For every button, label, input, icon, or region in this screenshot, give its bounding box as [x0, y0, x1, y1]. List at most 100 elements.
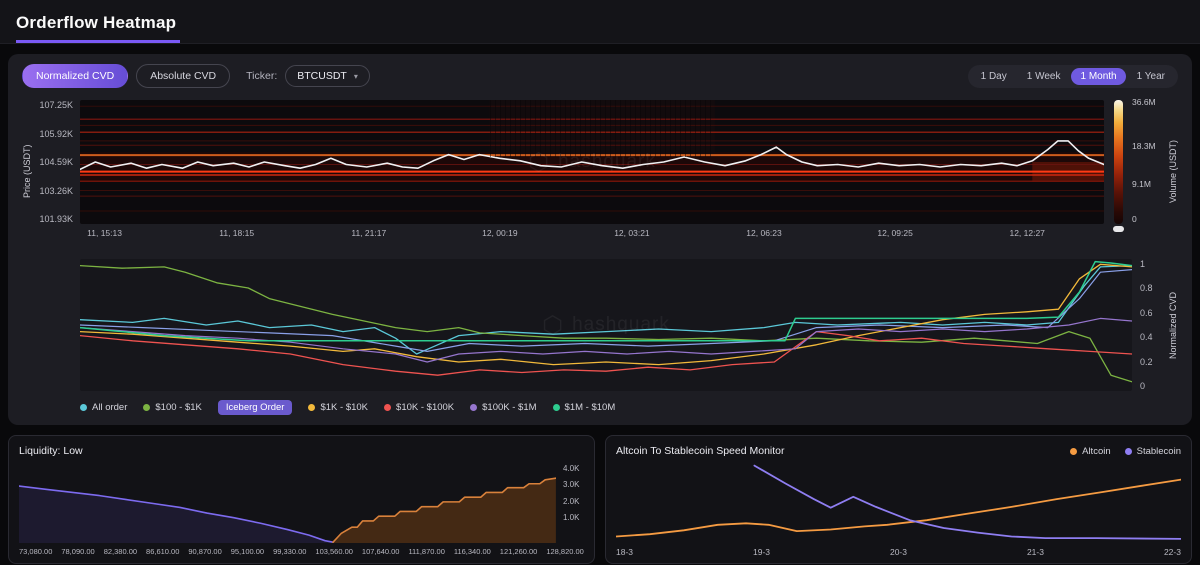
- heatmap-section: Price (USDT) 107.25K 105.92K 104.59K 103.26…: [20, 97, 1180, 243]
- series-1k-10k: [80, 264, 1132, 364]
- series-stablecoin: [754, 466, 1181, 539]
- series-price: [80, 141, 1104, 170]
- colorbar-handle[interactable]: [1113, 225, 1124, 232]
- legend-label: All order: [92, 402, 128, 413]
- axis-tick: 95,100.00: [230, 547, 265, 556]
- cvd-chart-area: ⬡ hashquark: [80, 259, 1132, 391]
- axis-tick: 0.8: [1140, 283, 1153, 294]
- volume-axis-ticks: 36.6M 18.3M 9.1M 0: [1132, 97, 1166, 224]
- series-10k-100k: [80, 332, 1132, 376]
- time-range-tabs: 1 Day 1 Week 1 Month 1 Year: [967, 64, 1178, 88]
- axis-tick: 105.92K: [39, 128, 73, 139]
- cvd-axis-ticks: 1 0.8 0.6 0.4 0.2 0: [1132, 259, 1166, 391]
- ticker-value: BTCUSDT: [297, 70, 347, 82]
- heatmap-chart-area: ⬡ hashquark: [80, 100, 1104, 224]
- legend-dot: [1124, 447, 1132, 455]
- legend-item-altcoin[interactable]: Altcoin: [1070, 446, 1111, 457]
- mode-tab-absolute-cvd[interactable]: Absolute CVD: [136, 64, 231, 88]
- legend-label: $100 - $1K: [155, 402, 202, 413]
- cvd-legend: All order $100 - $1K Iceberg Order $1K - $1…: [80, 400, 1180, 415]
- axis-tick: 0: [1140, 380, 1146, 391]
- series-1m-10m: [80, 262, 1132, 341]
- axis-tick: 20-3: [889, 547, 907, 557]
- bottom-row: Liquidity: Low 4.0K 3.0K 2.0K 1.0K 73,080.0…: [8, 435, 1192, 564]
- chevron-down-icon: ▾: [353, 71, 358, 81]
- heatmap-streaks: [489, 100, 715, 158]
- axis-tick: 18-3: [616, 547, 634, 557]
- range-tab-1-day[interactable]: 1 Day: [972, 68, 1016, 85]
- legend-item-stablecoin[interactable]: Stablecoin: [1124, 445, 1181, 457]
- range-tab-1-week[interactable]: 1 Week: [1018, 68, 1070, 85]
- axis-tick: 1.0K: [563, 512, 580, 522]
- time-axis-ticks: 11, 15:13 11, 18:15 11, 21:17 12, 00:19 12, …: [80, 228, 1104, 243]
- legend-label: $1K - $10K: [320, 402, 369, 413]
- legend-item-100-1k[interactable]: $100 - $1K: [143, 402, 202, 413]
- liquidity-title: Liquidity: Low: [19, 445, 83, 457]
- cvd-chart[interactable]: [80, 259, 1132, 391]
- cvd-section: ⬡ hashquark 1 0.8 0.6 0.4 0.2 0 Normalized CV…: [20, 259, 1180, 391]
- legend-label: $10K - $100K: [396, 402, 455, 413]
- toolbar: Normalized CVD Absolute CVD Ticker: BTCUS…: [22, 64, 1178, 88]
- legend-item-10k-100k[interactable]: $10K - $100K: [384, 402, 454, 413]
- axis-tick: 101.93K: [39, 214, 73, 224]
- axis-tick: 90,870.00: [188, 547, 222, 556]
- ticker-label: Ticker:: [246, 70, 278, 82]
- legend-dot: [308, 404, 316, 411]
- orderflow-panel: Normalized CVD Absolute CVD Ticker: BTCUS…: [8, 54, 1192, 425]
- volume-colorbar[interactable]: [1113, 100, 1126, 243]
- axis-tick: 12, 12:27: [1009, 228, 1045, 238]
- axis-tick: 86,610.00: [146, 547, 180, 556]
- axis-tick: 82,380.00: [103, 547, 138, 556]
- range-tab-1-year[interactable]: 1 Year: [1128, 68, 1174, 85]
- legend-item-1m-10m[interactable]: $1M - $10M: [552, 402, 616, 413]
- axis-tick: 116,340.00: [453, 547, 491, 556]
- speed-monitor-panel: Altcoin To Stablecoin Speed Monitor Altc…: [605, 435, 1192, 564]
- axis-tick: 104.59K: [39, 157, 73, 167]
- series-100-1k: [80, 266, 1132, 382]
- liquidity-panel: Liquidity: Low 4.0K 3.0K 2.0K 1.0K 73,080.0…: [8, 435, 595, 564]
- axis-tick: 9.1M: [1132, 179, 1151, 190]
- liquidity-chart[interactable]: [19, 464, 556, 544]
- axis-tick: 21-3: [1026, 547, 1044, 557]
- cvd-axis-label: Normalized CVD: [1168, 291, 1178, 359]
- legend-label: Iceberg Order: [225, 402, 285, 413]
- speed-monitor-title: Altcoin To Stablecoin Speed Monitor: [616, 445, 785, 457]
- heatmap-chart[interactable]: [80, 100, 1104, 224]
- mode-tab-normalized-cvd[interactable]: Normalized CVD: [22, 64, 129, 88]
- price-axis-ticks: 107.25K 105.92K 104.59K 103.26K 101.93K: [34, 100, 80, 224]
- axis-tick: 36.6M: [1132, 97, 1156, 108]
- speed-chart-area: [616, 464, 1181, 542]
- axis-tick: 1: [1140, 259, 1146, 269]
- legend-label: Stablecoin: [1136, 445, 1181, 457]
- legend-dot: [143, 404, 151, 411]
- series-iceberg: [80, 270, 1132, 352]
- axis-tick: 78,090.00: [61, 547, 95, 556]
- legend-dot: [80, 404, 87, 411]
- legend-dot: [552, 404, 560, 411]
- series-altcoin: [616, 480, 1181, 537]
- legend-item-1k-10k[interactable]: $1K - $10K: [308, 402, 368, 413]
- speed-monitor-chart[interactable]: [616, 464, 1181, 542]
- ticker-select[interactable]: BTCUSDT ▾: [285, 65, 370, 87]
- legend-item-100k-1m[interactable]: $100K - $1M: [470, 402, 537, 413]
- series-all-order: [80, 266, 1132, 354]
- axis-tick: 19-3: [752, 547, 770, 557]
- range-tab-1-month[interactable]: 1 Month: [1071, 67, 1126, 85]
- axis-tick: 4.0K: [563, 464, 580, 473]
- price-axis-label: Price (USDT): [22, 144, 32, 199]
- app-header: Orderflow Heatmap: [0, 0, 1200, 44]
- liquidity-chart-area: [19, 464, 556, 544]
- axis-tick: 111,870.00: [408, 547, 445, 556]
- legend-label: $1M - $10M: [564, 402, 616, 413]
- legend-item-all-order[interactable]: All order: [80, 402, 127, 413]
- axis-tick: 103.26K: [39, 185, 73, 196]
- legend-dot: [384, 404, 392, 411]
- speed-monitor-legend: Altcoin Stablecoin: [1070, 446, 1181, 457]
- axis-tick: 107,640.00: [361, 547, 400, 556]
- axis-tick: 0.6: [1140, 307, 1153, 318]
- axis-tick: 121,260.00: [499, 547, 538, 556]
- axis-tick: 2.0K: [563, 496, 580, 506]
- axis-tick: 11, 15:13: [87, 228, 122, 238]
- legend-item-iceberg-order[interactable]: Iceberg Order: [217, 400, 293, 415]
- cvd-left-gutter: [20, 259, 80, 391]
